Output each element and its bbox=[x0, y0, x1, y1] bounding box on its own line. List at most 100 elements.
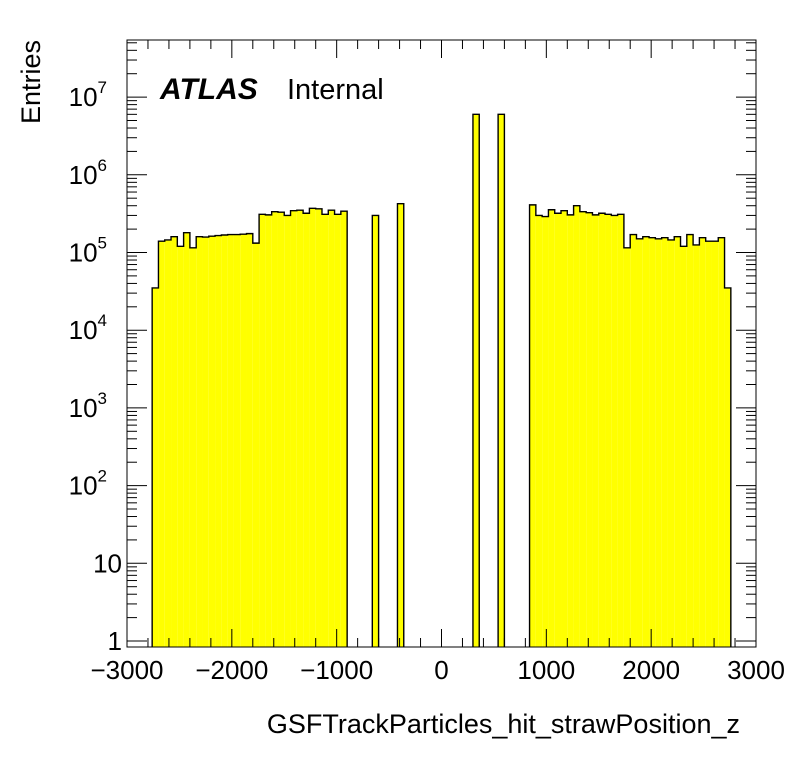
histogram-bar bbox=[586, 212, 593, 647]
y-tick-base: 10 bbox=[69, 160, 98, 190]
histogram-bar bbox=[158, 241, 165, 647]
y-tick-base: 10 bbox=[69, 82, 98, 112]
histogram-bar bbox=[252, 243, 260, 647]
histogram-bar bbox=[309, 208, 316, 648]
histogram-bar bbox=[498, 114, 505, 647]
histogram-bar bbox=[567, 214, 574, 647]
histogram-bar bbox=[674, 236, 681, 647]
histogram-bar bbox=[617, 214, 624, 647]
y-tick-base: 10 bbox=[69, 471, 98, 501]
histogram-bar bbox=[661, 237, 668, 647]
atlas-experiment-label: ATLAS bbox=[159, 73, 258, 106]
histogram-bar bbox=[227, 234, 234, 647]
histogram-bar bbox=[649, 237, 656, 647]
histogram-bar bbox=[592, 214, 599, 647]
histogram-bar bbox=[579, 211, 587, 647]
y-tick-exponent: 4 bbox=[98, 311, 107, 330]
histogram-bar bbox=[183, 232, 190, 647]
histogram-bar bbox=[265, 214, 272, 647]
x-tick-label: 3000 bbox=[727, 655, 785, 685]
histogram-bar bbox=[277, 212, 285, 647]
histogram-bar bbox=[303, 213, 310, 647]
histogram-bar bbox=[164, 239, 172, 647]
histogram-bar bbox=[680, 246, 687, 648]
histogram-bar bbox=[189, 247, 197, 647]
histogram-bar bbox=[321, 214, 329, 647]
y-tick-label: 102 bbox=[69, 467, 107, 501]
histogram-bar bbox=[655, 238, 662, 648]
histogram-bar bbox=[284, 215, 291, 647]
histogram-bar bbox=[472, 114, 480, 647]
histogram-bar bbox=[630, 234, 637, 647]
histogram-bar bbox=[529, 204, 536, 647]
y-tick-base: 10 bbox=[69, 393, 98, 423]
histogram-bar bbox=[693, 244, 700, 647]
histogram-bar bbox=[605, 214, 612, 647]
y-tick-label: 10 bbox=[93, 548, 122, 578]
x-tick-labels: −3000 −2000 −1000 0 1000 2000 3000 bbox=[90, 655, 784, 685]
histogram-bar bbox=[208, 236, 216, 647]
histogram-bars bbox=[151, 113, 732, 648]
y-tick-base: 10 bbox=[69, 238, 98, 268]
histogram-bar bbox=[196, 236, 203, 647]
y-tick-exponent: 7 bbox=[98, 78, 107, 97]
histogram-bar bbox=[271, 211, 278, 647]
histogram-bar bbox=[667, 239, 675, 647]
histogram-bar bbox=[642, 236, 650, 647]
histogram-bar bbox=[561, 210, 568, 647]
histogram-bar bbox=[290, 210, 297, 647]
histogram-bar bbox=[202, 237, 209, 648]
histogram-bar bbox=[315, 208, 322, 647]
histogram-bar bbox=[705, 241, 712, 647]
y-axis-title: Entries bbox=[16, 40, 46, 124]
y-tick-exponent: 6 bbox=[98, 156, 107, 175]
histogram-bar bbox=[372, 215, 379, 647]
histogram-bar bbox=[598, 213, 606, 647]
axis-ticks bbox=[126, 40, 757, 647]
x-tick-label: −2000 bbox=[195, 655, 268, 685]
histogram-bar bbox=[686, 234, 694, 647]
y-tick-exponent: 5 bbox=[98, 234, 107, 253]
histogram-bar bbox=[611, 215, 618, 647]
x-tick-label: 2000 bbox=[622, 655, 680, 685]
histogram-bar bbox=[233, 234, 241, 647]
y-tick-exponent: 2 bbox=[98, 467, 107, 486]
histogram-bar bbox=[535, 215, 543, 647]
atlas-status-label: Internal bbox=[287, 74, 384, 106]
histogram-bar bbox=[724, 287, 731, 647]
y-tick-label: 107 bbox=[69, 78, 107, 112]
y-tick-label: 106 bbox=[69, 156, 107, 190]
x-tick-label: −3000 bbox=[90, 655, 163, 685]
y-tick-label: 104 bbox=[69, 311, 107, 345]
histogram-bar bbox=[296, 210, 304, 648]
histogram-bar bbox=[636, 238, 643, 648]
histogram-bar bbox=[554, 213, 562, 647]
histogram-bar bbox=[215, 235, 222, 647]
y-tick-label: 1 bbox=[108, 626, 122, 656]
histogram-bar bbox=[548, 209, 555, 647]
plot-frame bbox=[126, 39, 757, 648]
histogram-bar bbox=[340, 211, 348, 647]
y-tick-label: 103 bbox=[69, 389, 107, 423]
x-tick-label: −1000 bbox=[300, 655, 373, 685]
histogram-bar bbox=[397, 203, 404, 647]
x-axis-title: GSFTrackParticles_hit_strawPosition_z bbox=[267, 709, 740, 739]
histogram-bar bbox=[221, 234, 228, 647]
histogram-bar bbox=[573, 205, 580, 647]
x-tick-label: 1000 bbox=[517, 655, 575, 685]
y-tick-exponent: 3 bbox=[98, 389, 107, 408]
histogram-bar bbox=[699, 237, 706, 647]
histogram-bar bbox=[152, 287, 159, 647]
x-tick-label: 0 bbox=[434, 655, 448, 685]
histogram-bar bbox=[542, 216, 549, 648]
histogram-bar bbox=[177, 246, 184, 648]
histogram-bar bbox=[171, 236, 178, 647]
histogram-bar bbox=[334, 214, 341, 647]
histogram-bar bbox=[240, 234, 247, 647]
y-tick-base: 10 bbox=[69, 315, 98, 345]
histogram-bar bbox=[711, 241, 719, 647]
histogram-bar bbox=[328, 210, 335, 648]
